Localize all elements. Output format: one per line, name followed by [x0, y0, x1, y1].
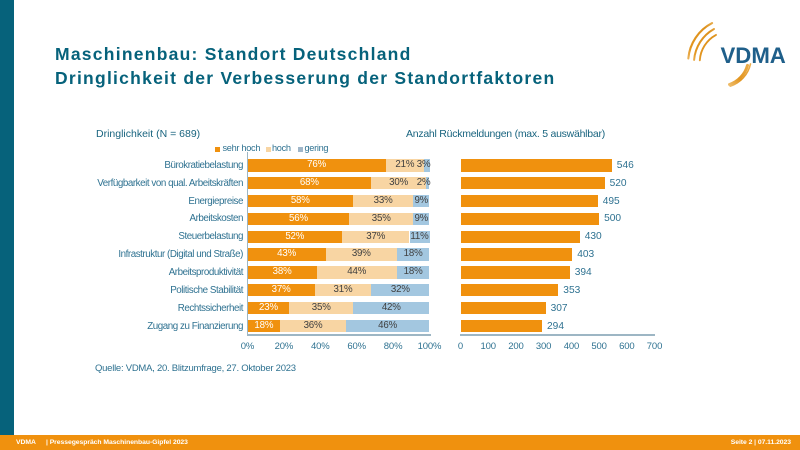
svg-text:VDMA: VDMA — [721, 43, 786, 68]
